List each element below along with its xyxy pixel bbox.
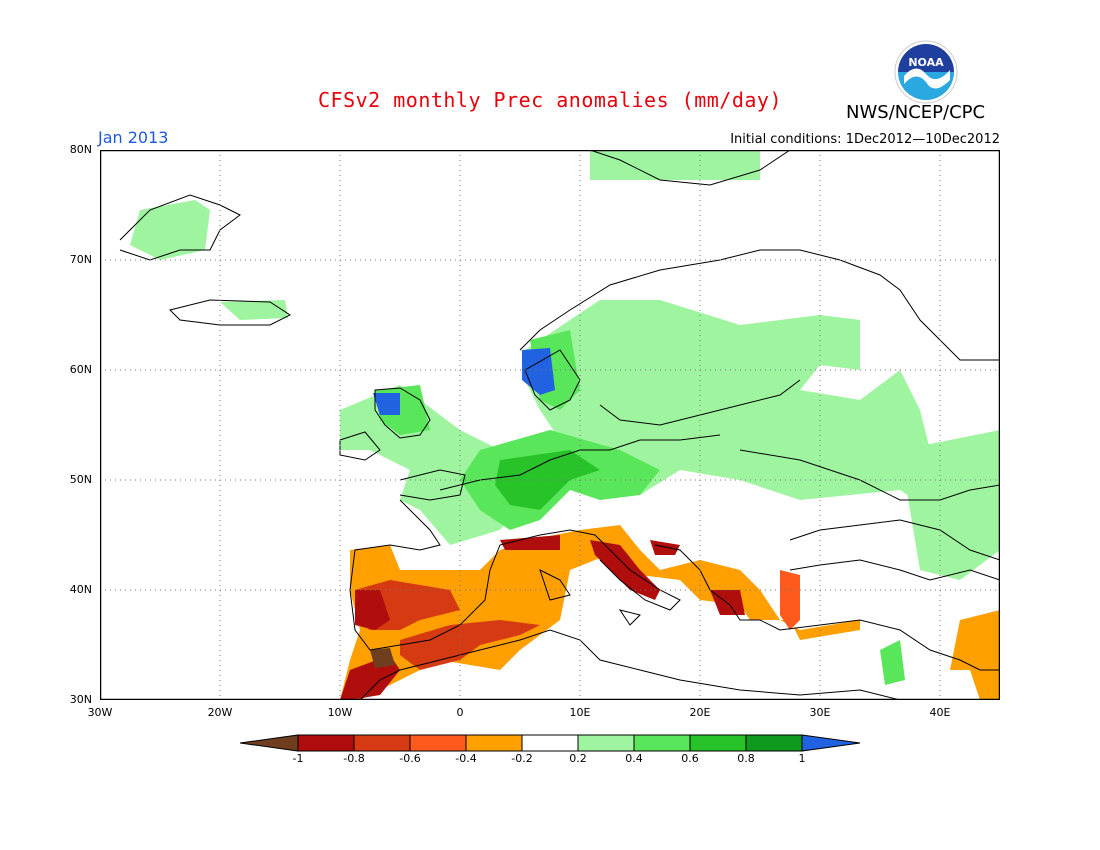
- colorbar: [240, 734, 861, 752]
- iberia-west: [355, 590, 390, 630]
- noaa-logo: NOAA: [894, 40, 958, 104]
- colorbar-label: 0.4: [625, 752, 643, 765]
- lat-label: 80N: [69, 143, 92, 156]
- colorbar-label: 0.2: [569, 752, 587, 765]
- colorbar-label: -0.8: [343, 752, 365, 765]
- turkey-dry: [780, 570, 800, 630]
- gulf-lion-dry: [500, 535, 560, 550]
- map-frame: [100, 150, 1000, 700]
- initial-conditions: Initial conditions: 1Dec2012—10Dec2012: [730, 132, 1000, 147]
- lat-label: 40N: [69, 583, 92, 596]
- iberia-dry: [340, 525, 860, 700]
- morocco-extreme: [370, 648, 395, 668]
- colorbar-high-arrow: [801, 734, 861, 752]
- ireland-very-wet: [373, 393, 400, 415]
- forecast-month: Jan 2013: [98, 128, 169, 147]
- colorbar-label: -0.4: [455, 752, 477, 765]
- north-africa-dry: [400, 620, 540, 670]
- colorbar-label: -0.6: [399, 752, 421, 765]
- svalbard-wet: [590, 150, 760, 180]
- colorbar-bin: [577, 734, 635, 752]
- colorbar-bin: [745, 734, 803, 752]
- colorbar-bin: [297, 734, 355, 752]
- russia-wet: [900, 430, 1000, 580]
- graticule: [100, 150, 1000, 700]
- iceland-wet: [220, 300, 288, 320]
- colorbar-label: 1: [798, 752, 806, 765]
- colorbar-bin: [521, 734, 579, 752]
- lat-label: 50N: [69, 473, 92, 486]
- colorbar-label: 0.8: [737, 752, 755, 765]
- anomaly-shading: [130, 150, 1000, 700]
- colorbar-label: -0.2: [511, 752, 533, 765]
- colorbar-bin: [353, 734, 411, 752]
- levant-dry: [950, 610, 1000, 700]
- agency-label: NWS/NCEP/CPC: [846, 102, 986, 123]
- greenland-wet: [130, 200, 210, 260]
- colorbar-low-arrow: [240, 734, 299, 752]
- lon-label: 0: [456, 706, 464, 719]
- chart-title: CFSv2 monthly Prec anomalies (mm/day): [317, 88, 783, 112]
- coastlines: [119, 150, 1000, 700]
- lon-label: 20W: [207, 706, 233, 719]
- lat-label: 70N: [69, 253, 92, 266]
- levant-wet: [880, 640, 905, 685]
- colorbar-bin: [465, 734, 523, 752]
- logo-text: NOAA: [908, 56, 944, 69]
- italy-dry: [590, 540, 660, 600]
- colorbar-label: 0.6: [681, 752, 699, 765]
- colorbar-bin: [409, 734, 467, 752]
- colorbar-label: -1: [292, 752, 304, 765]
- lon-label: 20E: [689, 706, 711, 719]
- lon-label: 10W: [327, 706, 353, 719]
- colorbar-bin: [689, 734, 747, 752]
- lon-label: 10E: [569, 706, 591, 719]
- lon-label: 30E: [809, 706, 831, 719]
- anomaly-map: [100, 150, 1000, 700]
- central-europe-core: [495, 450, 600, 510]
- colorbar-bin: [633, 734, 691, 752]
- norway-very-wet: [522, 348, 555, 395]
- lat-label: 60N: [69, 363, 92, 376]
- lon-label: 30W: [87, 706, 113, 719]
- lon-label: 40E: [929, 706, 951, 719]
- lat-label: 30N: [69, 693, 92, 706]
